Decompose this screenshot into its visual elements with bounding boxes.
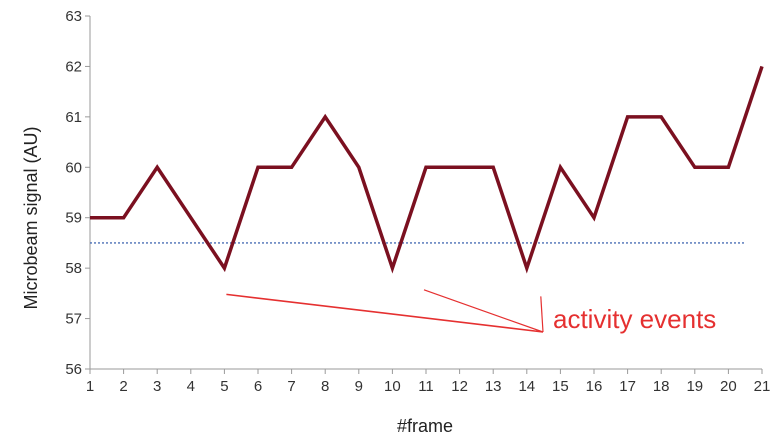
x-tick-label: 20 <box>720 378 737 395</box>
x-tick-label: 8 <box>321 378 329 395</box>
x-tick-label: 21 <box>754 378 771 395</box>
x-tick-label: 16 <box>586 378 603 395</box>
x-tick-label: 11 <box>418 378 434 395</box>
y-tick-label: 57 <box>65 311 82 328</box>
x-tick-label: 17 <box>619 378 636 395</box>
x-tick-label: 12 <box>451 378 468 395</box>
annotation-label: activity events <box>553 304 716 334</box>
y-tick-label: 59 <box>65 210 82 227</box>
annotation-pointer <box>423 289 544 333</box>
annotation-pointer <box>540 296 544 333</box>
y-tick-label: 61 <box>65 109 82 126</box>
y-tick-label: 60 <box>65 159 82 176</box>
y-tick-label: 63 <box>65 8 82 25</box>
x-tick-label: 7 <box>287 378 295 395</box>
x-tick-label: 13 <box>485 378 502 395</box>
x-tick-label: 19 <box>686 378 703 395</box>
x-tick-label: 18 <box>653 378 670 395</box>
x-tick-label: 6 <box>254 378 262 395</box>
x-tick-label: 4 <box>187 378 195 395</box>
y-tick-label: 62 <box>65 58 82 75</box>
y-tick-label: 56 <box>65 361 82 378</box>
x-tick-label: 1 <box>86 378 94 395</box>
x-tick-label: 9 <box>355 378 363 395</box>
x-tick-label: 15 <box>552 378 569 395</box>
x-tick-label: 5 <box>220 378 228 395</box>
x-tick-label: 10 <box>384 378 401 395</box>
x-axis-label: #frame <box>397 416 453 436</box>
x-tick-label: 14 <box>518 378 535 395</box>
y-axis-label: Microbeam signal (AU) <box>21 126 41 309</box>
series-line <box>90 65 764 274</box>
x-tick-label: 2 <box>119 378 127 395</box>
y-tick-label: 58 <box>65 260 82 277</box>
annotation-pointer <box>226 293 544 333</box>
x-tick-label: 3 <box>153 378 161 395</box>
